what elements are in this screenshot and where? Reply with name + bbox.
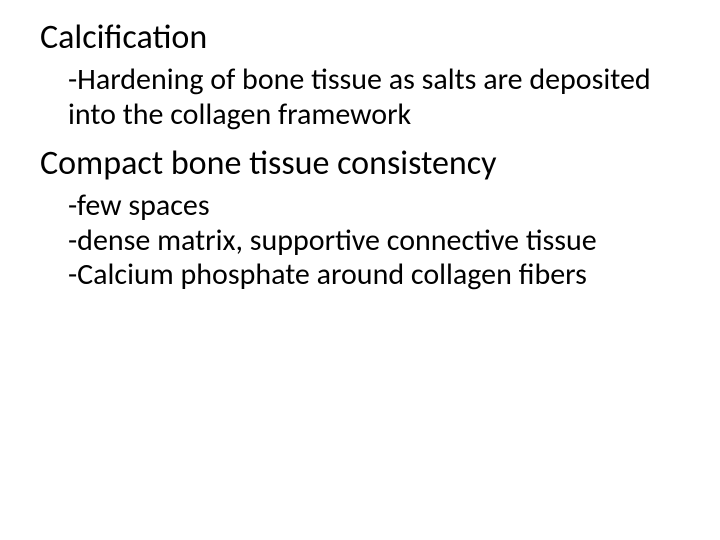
slide: Calcification -Hardening of bone tissue …: [0, 0, 720, 540]
section-body-1: -Hardening of bone tissue as salts are d…: [40, 63, 680, 132]
section-body-2: -few spaces -dense matrix, supportive co…: [40, 189, 680, 293]
body-line: -few spaces: [68, 189, 680, 224]
section-heading-1: Calcification: [40, 18, 680, 57]
body-line: -dense matrix, supportive connective tis…: [68, 224, 680, 259]
section-heading-2: Compact bone tissue consistency: [40, 144, 680, 183]
body-line: -Calcium phosphate around collagen fiber…: [68, 258, 680, 293]
body-line: -Hardening of bone tissue as salts are d…: [68, 63, 680, 132]
